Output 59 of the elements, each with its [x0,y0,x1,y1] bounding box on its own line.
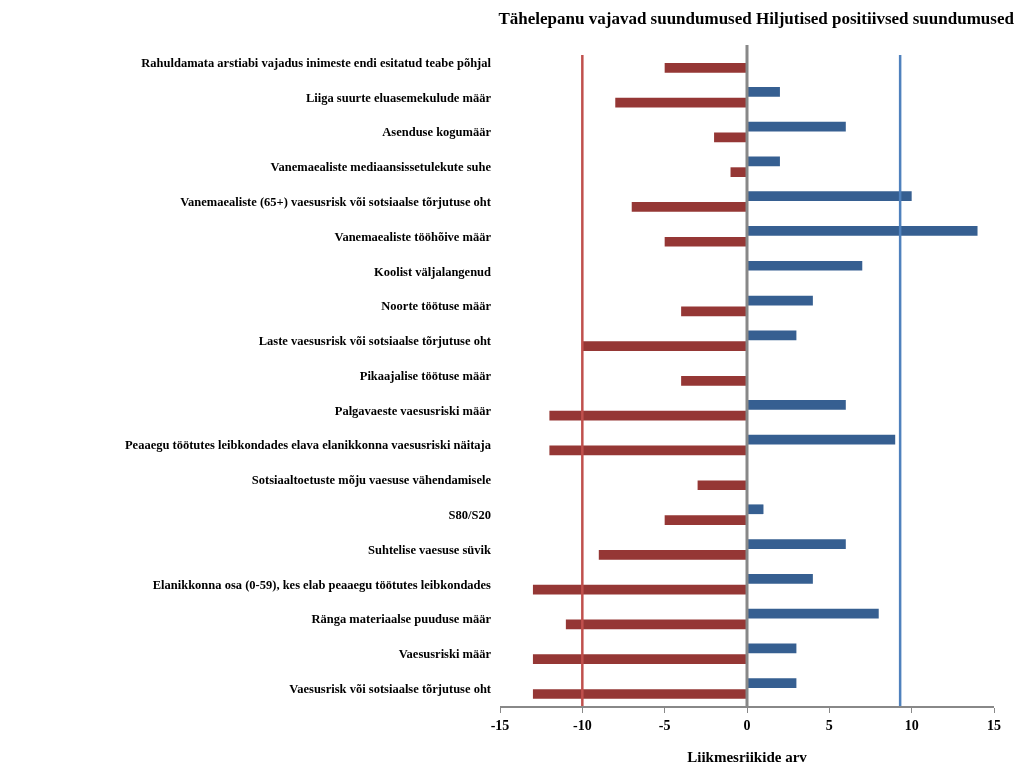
y-tick-label: Suhtelise vaesuse süvik [368,542,492,557]
bar [747,573,813,584]
y-tick-label: Elanikkonna osa (0-59), kes elab peaaegu töötutes leibkondades [152,577,492,592]
x-tick-label: 10 [904,717,919,733]
bar [549,445,747,456]
y-tick-label: Palgavaeste vaesusriski määr [334,403,492,418]
bar [747,539,846,549]
bar [681,306,747,317]
x-axis-title: Liikmesriikide arv [687,749,808,765]
y-tick-label: Rahuldamata arstiabi vajadus inimeste endi esitatud teabe põhjal [141,55,492,70]
bar [532,689,747,699]
y-tick-label: Pikaajalise töötuse määr [359,368,492,383]
bar [664,62,747,73]
y-tick-label: Asenduse kogumäär [382,125,492,140]
bar [565,619,747,630]
y-tick-label: Vanemaealiste mediaansissetulekute suhe [270,160,492,175]
chart-title: Tähelepanu vajavad suundumused Hiljutised positiivsed suundumused [498,8,1015,28]
bar [664,236,747,247]
bar [582,341,747,351]
y-tick-label: Vanemaealiste (65+) vaesusrisk või sotsiaalse tõrjutuse oht [180,194,492,209]
y-tick-label: Sotsiaaltoetuste mõju vaesuse vähendamisele [251,473,492,488]
bar [747,191,912,202]
bar [730,167,747,178]
x-tick-label: 15 [987,717,1001,733]
x-tick-label: 0 [743,717,751,733]
bar [681,376,747,386]
y-tick-label: Ränga materiaalse puuduse määr [311,612,492,627]
bar [714,132,747,143]
y-tick-label: Vaesusrisk või sotsiaalse tõrjutuse oht [289,681,492,696]
bar [747,260,863,271]
bar [631,202,747,212]
x-tick-label: -15 [490,717,510,733]
x-tick-label: -10 [572,717,592,733]
bar [747,678,797,689]
bar [747,295,813,306]
bar [664,515,747,525]
bar [697,480,747,491]
bar [549,410,747,421]
y-tick-label: Liiga suurte eluasemekulude määr [305,90,492,105]
bar [747,86,780,97]
y-tick-label: Peaaegu töötutes leibkondades elava elanikkonna vaesusriski näitaja [124,438,492,453]
bar [747,226,978,236]
bar [747,330,797,341]
bar [747,608,879,619]
y-tick-label: Laste vaesusrisk või sotsiaalse tõrjutuse oht [258,334,492,349]
x-tick-label: -5 [658,717,671,733]
y-tick-label: S80/S20 [448,508,491,523]
bar [532,654,747,665]
y-tick-label: Vaesusriski määr [398,647,492,662]
y-tick-label: Vanemaealiste tööhõive määr [334,229,492,244]
bar [615,97,747,108]
bar [747,121,846,132]
bar [532,584,747,595]
bar [598,549,747,560]
bar [747,400,846,410]
y-tick-label: Koolist väljalangenud [373,264,492,279]
bar [747,434,896,445]
x-tick-label: 5 [825,717,833,733]
y-tick-label: Noorte töötuse määr [381,299,492,314]
